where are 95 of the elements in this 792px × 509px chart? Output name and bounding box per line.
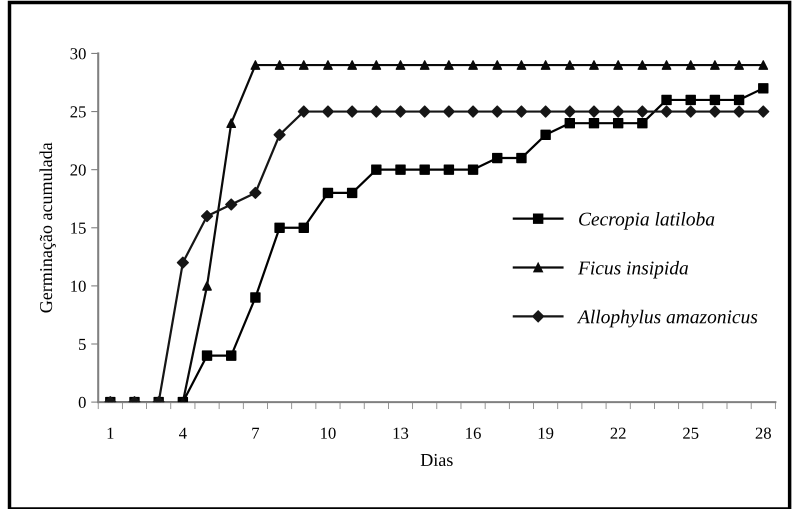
point	[346, 188, 358, 198]
x-tick-label: 4	[179, 428, 187, 439]
point	[420, 60, 430, 70]
point	[442, 105, 455, 118]
point	[468, 164, 478, 175]
point	[466, 105, 480, 118]
point	[298, 60, 309, 70]
point	[395, 164, 406, 175]
y-tick-label: 25	[70, 106, 86, 118]
point	[708, 105, 722, 118]
point	[444, 60, 454, 70]
y-tick-label: 15	[71, 222, 86, 234]
point	[686, 60, 696, 70]
point	[758, 60, 768, 70]
x-tick-label: 16	[466, 428, 481, 439]
point	[250, 60, 260, 70]
point	[468, 60, 478, 70]
point	[612, 118, 624, 128]
point	[322, 188, 334, 198]
point	[298, 222, 309, 233]
point	[418, 105, 431, 118]
x-tick-label: 1	[108, 428, 114, 439]
point	[684, 105, 697, 118]
point	[734, 94, 744, 106]
legend-label: Allophylus amazonicus	[576, 310, 758, 328]
y-tick-label: 30	[70, 48, 86, 60]
point	[250, 292, 261, 303]
point	[371, 164, 382, 175]
point	[346, 105, 358, 118]
point	[202, 281, 212, 291]
point	[396, 60, 406, 70]
point	[274, 60, 284, 70]
point	[732, 105, 746, 118]
point	[226, 118, 236, 128]
x-tick-label: 10	[321, 428, 336, 439]
legend-label: Cecropia latiloba	[579, 212, 714, 230]
point	[540, 60, 550, 70]
point	[662, 60, 672, 70]
point	[637, 60, 648, 70]
point	[371, 60, 382, 70]
point	[394, 105, 407, 118]
point	[444, 164, 454, 175]
point	[492, 60, 502, 70]
point	[322, 105, 334, 118]
point	[564, 60, 575, 70]
point	[202, 350, 212, 361]
point	[710, 94, 720, 106]
x-tick-label: 19	[538, 428, 554, 439]
point	[540, 130, 551, 140]
point	[564, 118, 576, 128]
point	[516, 60, 526, 70]
x-tick-label: 7	[252, 428, 260, 439]
point	[564, 105, 576, 118]
y-axis-title: Germinação acumulada	[39, 142, 56, 313]
point	[660, 105, 673, 118]
point	[613, 60, 624, 70]
point	[661, 94, 672, 106]
point	[515, 105, 528, 118]
point	[323, 60, 333, 70]
point	[540, 105, 552, 118]
point	[588, 118, 600, 128]
legend-label: Ficus insipida	[578, 260, 688, 278]
point	[636, 105, 648, 118]
point	[225, 198, 238, 211]
point	[612, 105, 624, 118]
point	[686, 94, 696, 106]
y-tick-label: 10	[71, 280, 86, 292]
point	[249, 186, 262, 200]
y-tick-label: 20	[70, 164, 86, 176]
point	[734, 60, 744, 70]
point	[419, 164, 430, 175]
point	[347, 60, 358, 70]
x-axis-title: Dias	[420, 454, 453, 466]
point	[758, 83, 768, 94]
point	[176, 256, 189, 269]
point	[757, 105, 770, 118]
y-tick-label: 0	[78, 396, 86, 408]
y-tick-label: 5	[79, 338, 86, 350]
point	[273, 128, 286, 141]
x-tick-label: 28	[756, 428, 771, 439]
point	[298, 105, 310, 118]
point	[710, 60, 720, 70]
point	[588, 105, 600, 118]
point	[637, 118, 648, 128]
x-tick-label: 25	[683, 428, 698, 439]
point	[589, 60, 599, 70]
point	[370, 105, 382, 118]
point	[200, 210, 214, 222]
point	[491, 105, 504, 118]
point	[274, 222, 285, 233]
point	[492, 152, 502, 164]
point	[226, 350, 236, 361]
x-tick-label: 13	[394, 428, 408, 439]
x-tick-label: 22	[610, 428, 626, 439]
point	[516, 152, 527, 164]
